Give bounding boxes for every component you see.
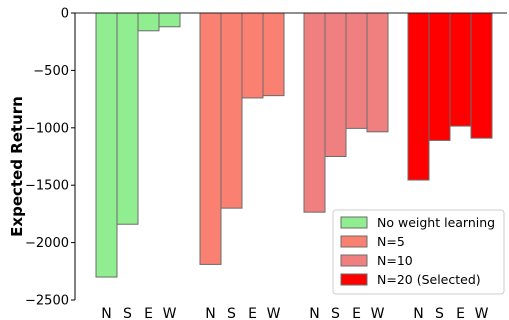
x-tick-label: W (371, 306, 385, 320)
x-tick-label: E (144, 306, 153, 320)
legend-box (332, 209, 505, 295)
x-tick-label: W (267, 306, 281, 320)
x-tick-label: N (205, 306, 215, 320)
legend-swatch (340, 216, 368, 229)
y-tick-label: 0 (61, 7, 69, 22)
bar-1-N (199, 12, 222, 265)
x-tick-label: S (123, 306, 132, 320)
bar-1-S (220, 12, 243, 209)
x-tick-label: N (413, 306, 423, 320)
bar-3-N (407, 12, 430, 181)
x-tick-label: E (352, 306, 361, 320)
x-tick-label: W (163, 306, 177, 320)
bar-3-W (470, 12, 493, 139)
bar-0-W (158, 12, 181, 28)
bar-0-N (95, 12, 118, 278)
x-tick-label: E (248, 306, 257, 320)
bar-2-W (366, 12, 389, 133)
legend-swatch (340, 273, 368, 286)
legend-entry-label: N=10 (377, 253, 413, 268)
bar-2-S (324, 12, 347, 157)
legend-entry-label: No weight learning (377, 215, 495, 230)
bar-1-W (262, 12, 285, 97)
bar-0-S (116, 12, 139, 225)
y-axis-label: Expected Return (8, 96, 26, 237)
bar-3-E (449, 12, 472, 127)
axes-layer: N S E W N S E W N S E W N S E W0−500−1000−1500−2000−250… (25, 7, 507, 320)
y-tick-label: −2500 (25, 294, 69, 309)
x-tick-label: N (309, 306, 319, 320)
legend-swatch (340, 254, 368, 267)
bar-0-E (137, 12, 160, 32)
y-tick-label: −1000 (25, 121, 69, 136)
y-tick-label: −1500 (25, 179, 69, 194)
legend-entry-label: N=5 (377, 234, 405, 249)
x-tick-label: W (475, 306, 489, 320)
bar-3-S (428, 12, 451, 141)
bar-2-N (303, 12, 326, 213)
bar-2-E (345, 12, 368, 129)
x-tick-label: S (435, 306, 444, 320)
legend-entry-label: N=20 (Selected) (377, 272, 481, 287)
y-tick-label: −500 (33, 64, 69, 79)
bars-layer (95, 12, 493, 278)
legend: No weight learning N=5 N=10 N=20 (Selected) (332, 209, 505, 295)
bar-1-E (241, 12, 264, 99)
legend-swatch (340, 235, 368, 248)
x-tick-label: N (101, 306, 111, 320)
x-tick-label: S (331, 306, 340, 320)
y-tick-label: −2000 (25, 236, 69, 251)
x-tick-label: E (456, 306, 465, 320)
x-tick-label: S (227, 306, 236, 320)
